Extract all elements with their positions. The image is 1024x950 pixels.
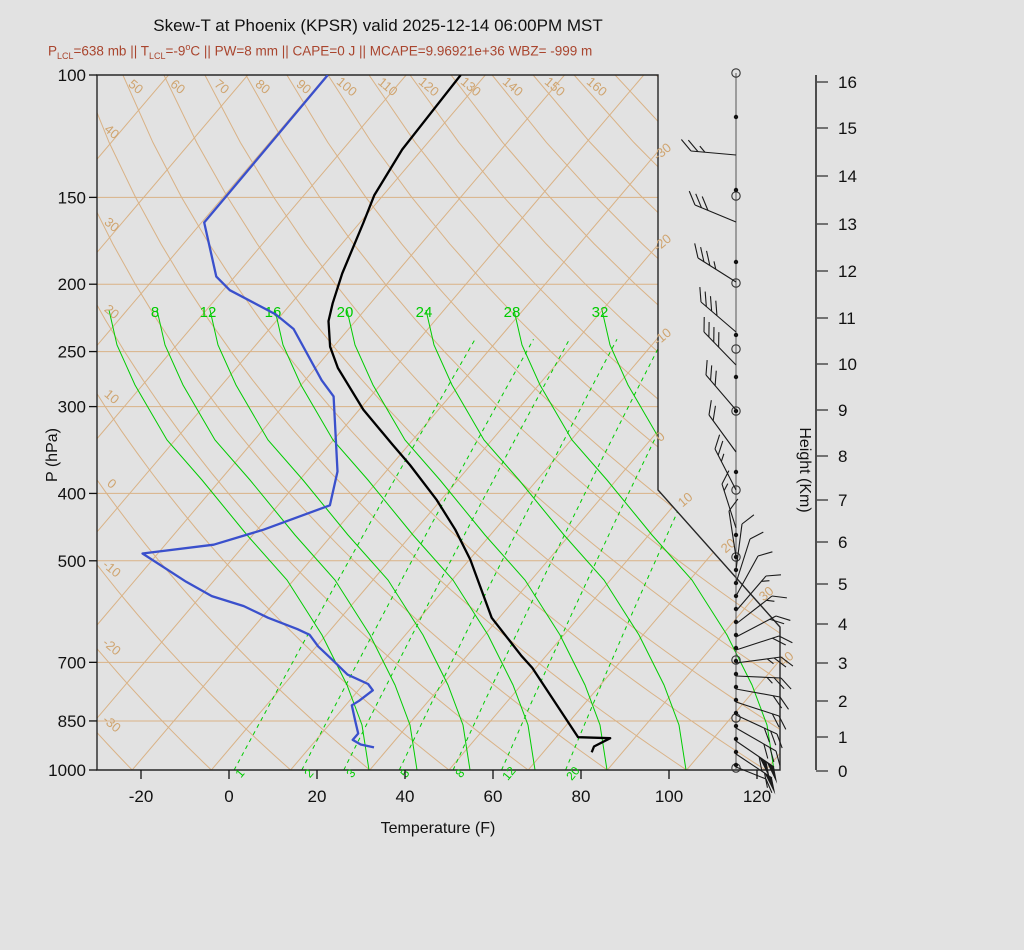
svg-text:14: 14 — [838, 167, 857, 186]
svg-text:80: 80 — [253, 76, 274, 97]
svg-text:0: 0 — [104, 475, 119, 491]
svg-text:150: 150 — [542, 74, 568, 99]
svg-text:24: 24 — [416, 304, 433, 321]
svg-text:60: 60 — [168, 76, 189, 97]
svg-text:12: 12 — [499, 764, 519, 783]
wind-barbs — [680, 68, 794, 795]
svg-text:700: 700 — [58, 653, 86, 672]
temperature-axis: -20 0 20 40 60 80 100 120 Temperature (F) — [129, 770, 771, 837]
svg-text:11: 11 — [838, 309, 856, 328]
svg-text:-10: -10 — [650, 325, 674, 349]
svg-text:120: 120 — [416, 74, 442, 99]
sounding-profiles — [141, 75, 612, 753]
svg-text:5: 5 — [838, 575, 847, 594]
chart-title: Skew-T at Phoenix (KPSR) valid 2025-12-1… — [153, 16, 603, 35]
temperature-trace — [327, 75, 612, 753]
svg-text:120: 120 — [743, 787, 771, 806]
svg-text:40: 40 — [396, 787, 415, 806]
svg-text:1: 1 — [232, 766, 247, 780]
svg-text:140: 140 — [500, 74, 526, 99]
svg-text:100: 100 — [655, 787, 683, 806]
svg-text:6: 6 — [838, 533, 847, 552]
svg-text:0: 0 — [838, 762, 847, 781]
svg-text:20: 20 — [337, 304, 354, 321]
svg-text:12: 12 — [200, 304, 217, 321]
svg-text:9: 9 — [838, 401, 847, 420]
svg-text:2: 2 — [301, 766, 316, 780]
svg-text:28: 28 — [504, 304, 521, 321]
svg-text:-30: -30 — [650, 140, 674, 164]
svg-text:13: 13 — [838, 215, 857, 234]
svg-text:-30: -30 — [100, 712, 124, 736]
svg-text:50: 50 — [126, 76, 147, 97]
params-line: PLCL=638 mb || TLCL=-9oC || PW=8 mm || C… — [48, 42, 593, 62]
temperature-axis-title: Temperature (F) — [381, 820, 496, 837]
svg-text:20: 20 — [563, 764, 583, 783]
svg-text:-20: -20 — [650, 231, 674, 255]
svg-text:8: 8 — [838, 447, 847, 466]
svg-text:8: 8 — [151, 304, 159, 321]
svg-text:80: 80 — [572, 787, 591, 806]
background-grid — [97, 75, 780, 770]
svg-text:15: 15 — [838, 119, 857, 138]
grid-labels: 50 60 70 80 90 100 110 120 130 140 150 160403020100… — [100, 74, 797, 736]
svg-text:1: 1 — [838, 728, 847, 747]
svg-text:10: 10 — [102, 386, 123, 407]
height-axis-title: Height (Km) — [796, 427, 813, 512]
svg-text:-20: -20 — [100, 635, 124, 659]
svg-text:100: 100 — [334, 74, 360, 99]
svg-text:200: 200 — [58, 275, 86, 294]
svg-text:250: 250 — [58, 343, 86, 362]
svg-text:60: 60 — [484, 787, 503, 806]
svg-text:0: 0 — [653, 428, 668, 444]
svg-text:4: 4 — [838, 615, 847, 634]
svg-text:20: 20 — [308, 787, 327, 806]
svg-text:3: 3 — [838, 654, 847, 673]
svg-text:32: 32 — [592, 304, 609, 321]
svg-text:-20: -20 — [129, 787, 154, 806]
svg-text:10: 10 — [838, 355, 857, 374]
svg-text:850: 850 — [58, 712, 86, 731]
svg-text:2: 2 — [838, 692, 847, 711]
svg-text:8: 8 — [452, 766, 467, 780]
svg-text:130: 130 — [458, 74, 484, 99]
svg-text:110: 110 — [375, 74, 401, 99]
svg-text:160: 160 — [584, 74, 610, 99]
svg-text:100: 100 — [58, 66, 86, 85]
svg-text:40: 40 — [776, 648, 797, 669]
svg-text:7: 7 — [838, 491, 847, 510]
pressure-axis: 100 150 200 250 300 400 500 700 850 1000 P (hPa) — [44, 66, 97, 780]
svg-text:3: 3 — [343, 766, 358, 780]
svg-text:40: 40 — [102, 121, 123, 142]
svg-text:10: 10 — [675, 489, 696, 510]
svg-text:150: 150 — [58, 188, 86, 207]
svg-text:500: 500 — [58, 552, 86, 571]
svg-text:12: 12 — [838, 262, 857, 281]
svg-text:1000: 1000 — [48, 761, 86, 780]
svg-text:400: 400 — [58, 484, 86, 503]
pressure-axis-title: P (hPa) — [44, 428, 61, 482]
dewpoint-trace — [141, 75, 375, 749]
svg-text:300: 300 — [58, 398, 86, 417]
svg-text:30: 30 — [102, 214, 123, 235]
svg-text:16: 16 — [838, 73, 857, 92]
svg-text:0: 0 — [224, 787, 233, 806]
